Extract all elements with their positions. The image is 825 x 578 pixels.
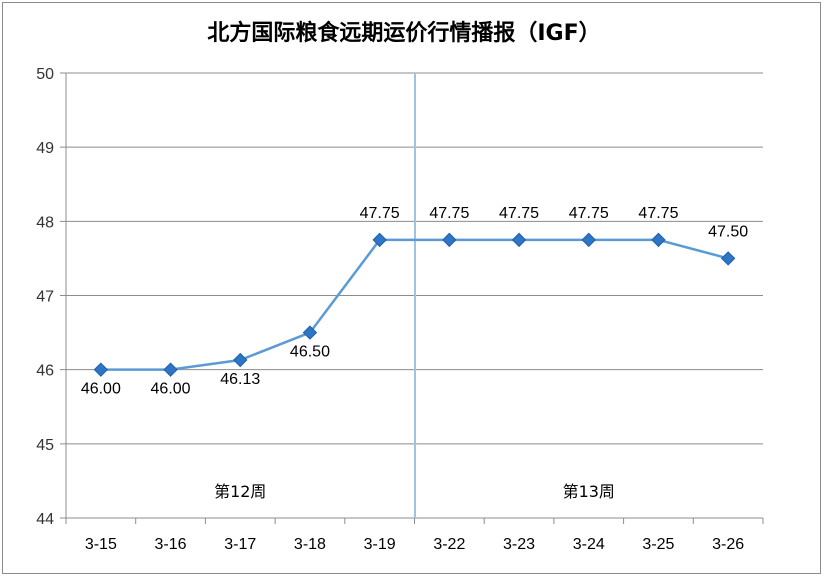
y-tick-label: 49 <box>36 140 54 157</box>
y-tick-label: 44 <box>36 511 54 528</box>
x-tick-label: 3-23 <box>503 536 535 553</box>
x-tick-label: 3-26 <box>712 536 744 553</box>
data-label: 47.75 <box>569 205 609 222</box>
y-axis-ticks: 44 45 46 47 48 49 50 <box>36 66 54 528</box>
data-point-marker <box>651 232 666 248</box>
x-tick-label: 3-16 <box>155 536 187 553</box>
x-tick-label: 3-25 <box>642 536 674 553</box>
y-tick-label: 46 <box>36 363 54 380</box>
y-tick-label: 48 <box>36 214 54 231</box>
data-label: 47.75 <box>638 205 678 222</box>
series-polyline <box>100 238 729 371</box>
week-label: 第13周 <box>563 482 615 501</box>
x-tick-label: 3-24 <box>573 536 605 553</box>
x-tick-label: 3-22 <box>433 536 465 553</box>
data-point-marker <box>163 362 178 377</box>
week-annotations: 第12周 第13周 <box>214 482 615 501</box>
data-point-marker <box>93 362 109 377</box>
x-tick-label: 3-18 <box>294 536 326 553</box>
x-tick-label: 3-17 <box>224 536 256 553</box>
data-point-marker <box>720 251 736 266</box>
data-label: 46.50 <box>290 344 330 361</box>
data-label: 46.00 <box>151 381 191 398</box>
data-labels: 46.00 46.00 46.13 46.50 47.75 47.75 47.75 47.75… <box>81 205 748 398</box>
data-label: 47.75 <box>360 205 400 222</box>
x-tick-label: 3-19 <box>364 536 396 553</box>
data-point-marker <box>233 352 248 368</box>
week-label: 第12周 <box>214 482 266 501</box>
data-label: 47.75 <box>429 205 469 222</box>
grid-lines <box>60 72 763 519</box>
chart-title: 北方国际粮食远期运价行情播报（IGF） <box>207 20 600 46</box>
y-tick-label: 45 <box>36 437 54 454</box>
y-tick-label: 50 <box>36 66 54 83</box>
data-label: 46.13 <box>220 371 260 388</box>
data-point-marker <box>372 232 387 248</box>
x-tick-label: 3-15 <box>85 536 117 553</box>
data-point-marker <box>511 232 527 248</box>
data-point-marker <box>581 232 596 248</box>
y-tick-label: 47 <box>36 289 54 306</box>
data-label: 47.50 <box>708 223 748 240</box>
series-line <box>100 238 729 371</box>
data-label: 47.75 <box>499 205 539 222</box>
data-label: 46.00 <box>81 381 121 398</box>
data-points <box>93 232 736 377</box>
data-point-marker <box>442 232 457 248</box>
data-point-marker <box>302 325 318 340</box>
